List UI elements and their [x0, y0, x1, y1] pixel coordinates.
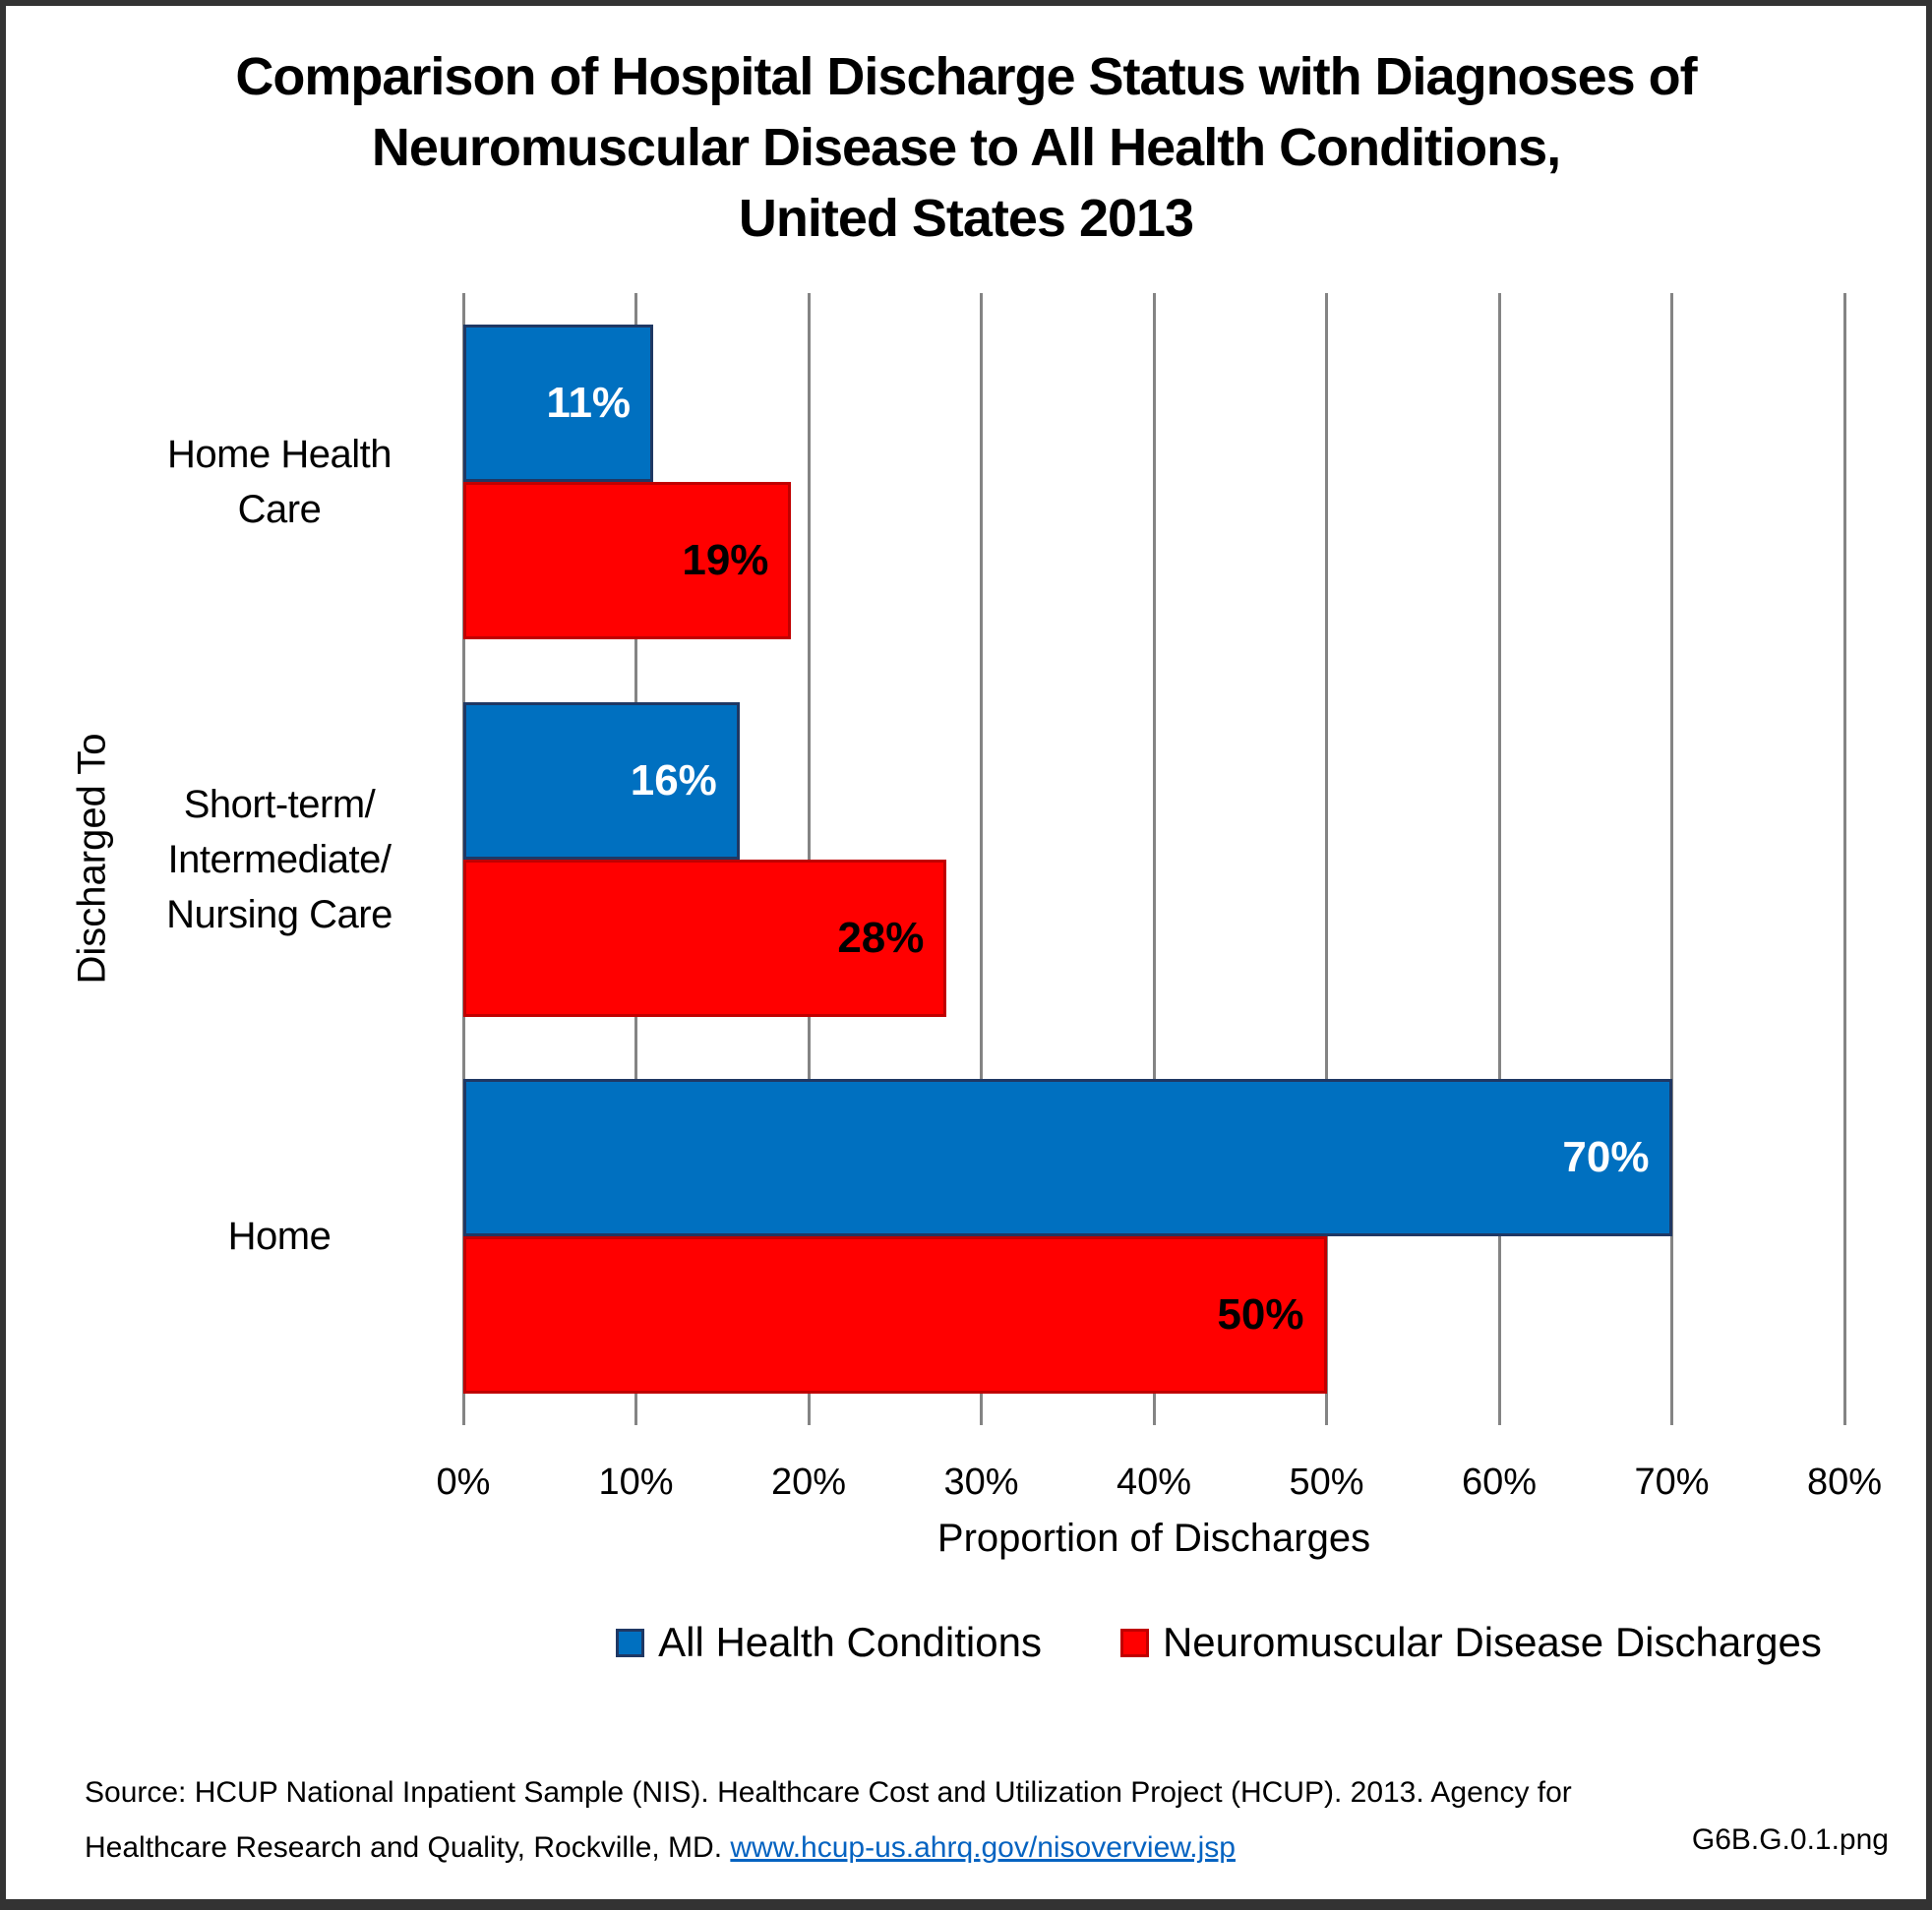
bar-neuromuscular-disease-discharges: 28%	[463, 860, 947, 1017]
bar-value-label: 19%	[682, 536, 769, 584]
source-hyperlink[interactable]: www.hcup-us.ahrq.gov/nisoverview.jsp	[730, 1831, 1236, 1864]
gridline-70	[1670, 293, 1673, 1425]
x-tick-label-50: 50%	[1289, 1462, 1364, 1503]
chart-title-line: United States 2013	[738, 189, 1194, 248]
x-tick-label-30: 30%	[943, 1462, 1019, 1503]
category-label: Home Health Care	[167, 433, 392, 531]
legend-swatch-neuromuscular-disease-discharges	[1119, 1628, 1149, 1657]
bar-value-label: 28%	[837, 914, 925, 962]
legend: All Health Conditions Neuromuscular Disea…	[528, 1613, 1909, 1672]
gridline-30	[980, 293, 983, 1425]
bar-value-label: 16%	[630, 756, 717, 805]
x-tick-label-80: 80%	[1806, 1462, 1883, 1503]
file-name-label: G6B.G.0.1.png	[1691, 1823, 1889, 1856]
x-tick-label-10: 10%	[598, 1462, 674, 1503]
x-tick-label-60: 60%	[1461, 1462, 1538, 1503]
category-axis-labels: Home Health Care Short-term/Intermediate/N…	[112, 293, 447, 1425]
x-tick-label-70: 70%	[1634, 1462, 1710, 1503]
chart-title-line: Comparison of Hospital Discharge Status …	[235, 47, 1697, 106]
x-tick-label-20: 20%	[770, 1462, 847, 1503]
legend-label: All Health Conditions	[658, 1619, 1042, 1665]
category-label: Home	[227, 1215, 332, 1258]
legend-item-neuromuscular-disease-discharges: Neuromuscular Disease Discharges	[1119, 1619, 1822, 1666]
plot-area: 11% 16% 70% 19% 28% 50%	[461, 293, 1846, 1425]
bar-neuromuscular-disease-discharges: 50%	[463, 1236, 1327, 1394]
source-note-line1: Source: HCUP National Inpatient Sample (…	[85, 1776, 1572, 1809]
x-tick-label-0: 0%	[436, 1462, 491, 1503]
gridline-20	[807, 293, 811, 1425]
x-tick-label-40: 40%	[1116, 1462, 1192, 1503]
gridline-40	[1152, 293, 1156, 1425]
bar-all-health-conditions: 11%	[463, 325, 654, 482]
source-note-line2: Healthcare Research and Quality, Rockvil…	[85, 1831, 731, 1864]
source-note: Source: HCUP National Inpatient Sample (…	[85, 1765, 1572, 1876]
gridline-60	[1497, 293, 1501, 1425]
legend-item-all-health-conditions: All Health Conditions	[616, 1619, 1042, 1666]
chart-title: Comparison of Hospital Discharge Status …	[6, 41, 1926, 254]
x-axis-tick-labels: 0% 10% 20% 30% 40% 50% 60% 70% 80%	[437, 1462, 1882, 1505]
bar-value-label: 50%	[1217, 1290, 1304, 1339]
chart-title-line: Neuromuscular Disease to All Health Cond…	[371, 118, 1561, 177]
bar-value-label: 70%	[1562, 1133, 1650, 1181]
bar-all-health-conditions: 70%	[463, 1079, 1672, 1236]
legend-swatch-all-health-conditions	[616, 1628, 645, 1657]
x-axis-title: Proportion of Discharges	[936, 1517, 1371, 1560]
bar-all-health-conditions: 16%	[463, 702, 740, 860]
bar-value-label: 11%	[546, 379, 632, 427]
category-label: Short-term/Intermediate/Nursing Care	[166, 783, 392, 936]
legend-label: Neuromuscular Disease Discharges	[1162, 1619, 1822, 1665]
bar-neuromuscular-disease-discharges: 19%	[463, 482, 792, 639]
gridline-80	[1842, 293, 1846, 1425]
gridline-50	[1325, 293, 1328, 1425]
y-axis-title: Discharged To	[70, 733, 114, 985]
